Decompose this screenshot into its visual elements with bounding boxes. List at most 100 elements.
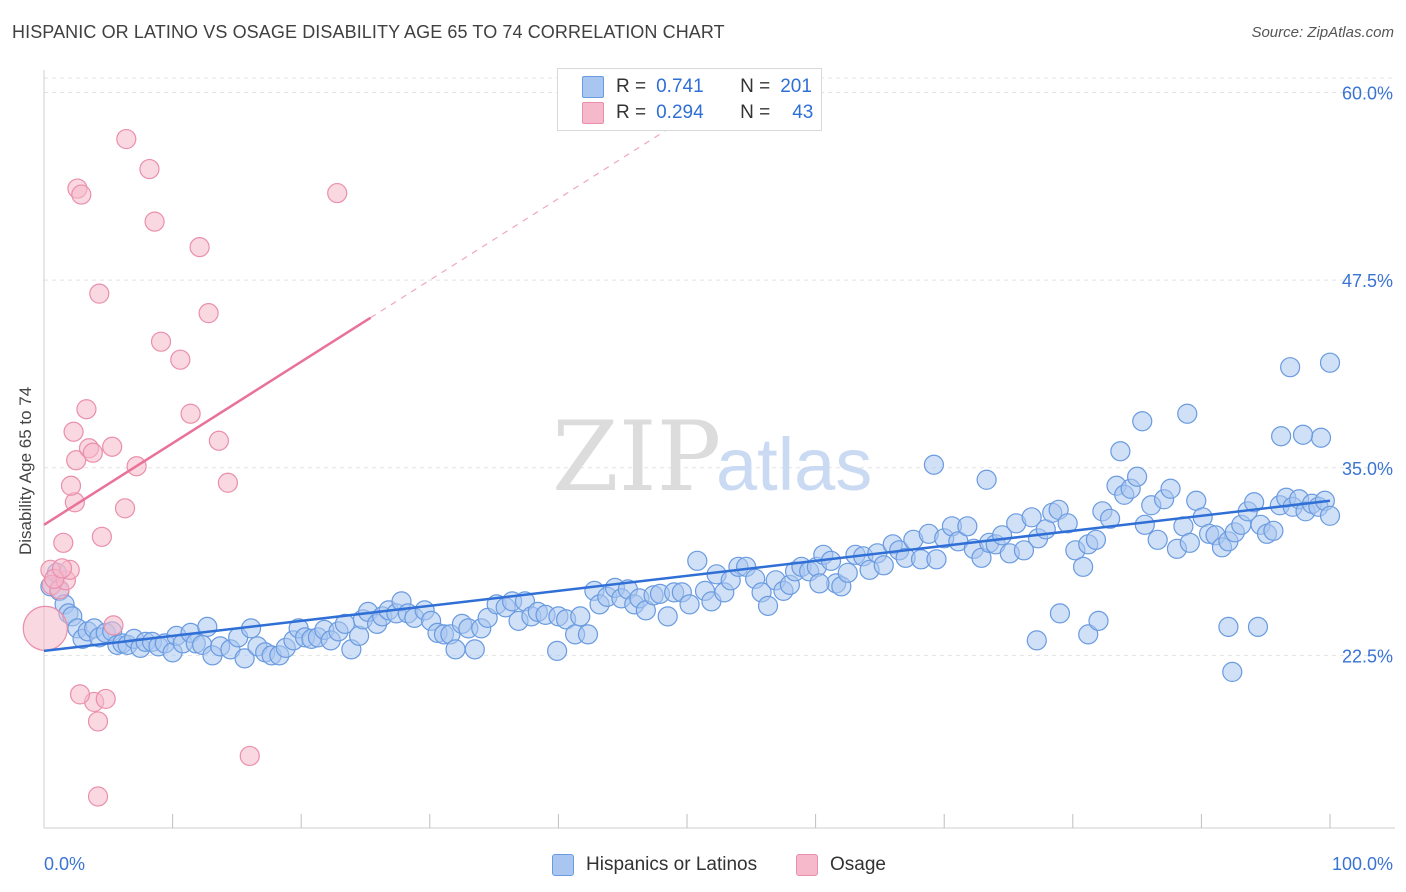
data-point [1247,616,1269,637]
data-point [1057,513,1078,534]
data-point [208,430,229,451]
data-point [239,745,260,767]
legend-r-value: 0.294 [656,102,704,123]
data-point [1310,427,1332,448]
data-point [53,532,74,553]
data-point [189,237,210,258]
legend-row-osage: R = 0.294 N = 43 [582,100,813,126]
y-tick-label: 22.5% [1342,646,1393,666]
watermark-zip: ZIP [552,401,721,513]
data-point [1177,403,1198,424]
data-point [923,454,945,475]
x-tick-label-max: 100.0% [1332,854,1393,874]
data-point [66,450,87,471]
data-point [837,562,858,583]
data-point [957,516,978,537]
data-point [1126,466,1148,487]
legend-row-hispanic: R = 0.741 N = 201 [582,74,812,100]
correlation-legend: R = 0.741 N = 201 R = 0.294 N = 43 [557,68,822,131]
data-point [1099,508,1121,529]
data-point [103,615,124,636]
data-point [1026,630,1047,651]
data-point [234,648,255,669]
data-point [809,573,830,594]
data-point [95,688,116,710]
legend-r-value: 0.741 [656,76,704,97]
data-point [180,403,201,424]
trend-line-hispanic [43,499,1331,653]
data-point [76,399,97,420]
y-tick-label: 60.0% [1342,84,1393,104]
data-point [89,283,110,304]
data-point [144,211,165,232]
data-point [464,639,485,660]
data-point [139,158,160,180]
bottom-legend-hispanic: Hispanics or Latinos [552,852,757,878]
data-points [22,128,1341,807]
data-point [1021,507,1042,528]
data-point [87,711,109,732]
data-point [1271,426,1292,447]
bottom-legend-osage: Osage [796,852,886,878]
data-point [327,182,348,204]
legend-n-label: N = [740,102,771,123]
data-point [150,331,172,352]
chart-title: HISPANIC OR LATINO VS OSAGE DISABILITY A… [12,22,725,42]
data-point [1078,624,1099,645]
data-point [1319,352,1341,373]
data-point [1292,424,1314,445]
bottom-legend-label-osage: Osage [830,854,886,875]
bottom-legend-swatch-osage [796,854,818,876]
watermark: ZIP atlas [552,401,872,513]
data-point [217,472,238,493]
data-point [1280,357,1301,378]
data-point [348,625,370,646]
legend-r-label: R = [616,102,647,123]
data-point [51,558,73,579]
data-point [1244,492,1265,513]
data-point [1013,540,1035,561]
x-tick-label-min: 0.0% [44,854,85,874]
y-tick-label: 35.0% [1342,459,1393,479]
data-point [873,555,894,576]
data-point [976,469,997,490]
legend-n-value: 43 [792,102,814,123]
data-point [1218,616,1239,637]
x-tick-labels: 0.0% 100.0% [44,854,1393,874]
data-point [1085,529,1107,550]
data-point [71,184,92,205]
legend-swatch-osage [582,102,604,124]
data-point [114,498,136,519]
trend-line-osage [43,316,372,526]
data-point [1049,603,1071,624]
legend-n-label: N = [740,76,771,97]
series-osage-points [22,128,348,807]
data-point [69,684,91,705]
data-point [82,442,103,463]
data-point [657,606,678,627]
trend-lines [43,116,1331,653]
data-point [63,421,84,442]
data-point [102,436,123,457]
data-point [577,624,599,645]
data-point [1072,556,1094,577]
data-point [445,639,466,660]
y-tick-labels: 22.5% 35.0% 47.5% 60.0% [1342,84,1393,667]
bottom-legend-label-hispanic: Hispanics or Latinos [586,854,758,875]
data-point [1160,478,1181,499]
data-point [1110,441,1131,462]
legend-swatch-hispanic [582,76,604,98]
data-point [1319,505,1341,526]
data-point [1263,520,1284,541]
legend-n-value: 201 [780,76,812,97]
data-point [1179,532,1200,553]
legend-r-label: R = [616,76,647,97]
data-point [1222,661,1243,682]
axes [43,70,1395,829]
data-point [547,640,568,661]
data-point [1134,514,1155,535]
data-point [60,475,82,496]
y-tick-label: 47.5% [1342,271,1393,291]
bottom-legend-swatch-hispanic [552,854,574,876]
